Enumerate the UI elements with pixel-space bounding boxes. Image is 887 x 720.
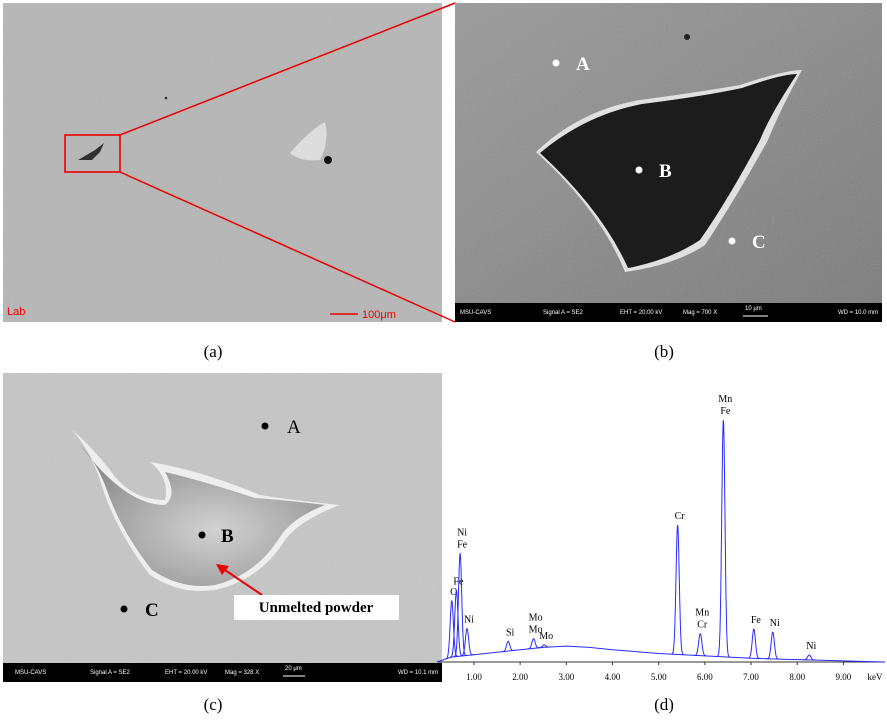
peak-label: Ni	[457, 528, 467, 539]
scale-label: 100μm	[362, 309, 396, 321]
peak-label: Cr	[675, 511, 686, 522]
info: Mag = 328 X	[225, 670, 259, 676]
panel-b: MSU-CAVS Signal A = SE2 EHT = 20.00 kV M…	[455, 3, 882, 361]
info-bar	[455, 303, 882, 322]
info-bar	[3, 663, 442, 682]
x-tick-label: 5.00	[651, 672, 667, 682]
particle	[684, 34, 690, 40]
peak-label: Mn	[695, 608, 709, 619]
peak-label: Fe	[751, 615, 762, 626]
panel-c: MSU-CAVS Signal A = SE2 EHT = 20.00 kV M…	[3, 373, 442, 714]
info: Mag = 700 X	[683, 310, 717, 316]
point-label: C	[145, 600, 159, 621]
info: 10 μm	[745, 306, 762, 312]
caption: (c)	[204, 695, 223, 714]
x-tick-label: 6.00	[697, 672, 713, 682]
caption: (d)	[654, 695, 674, 714]
x-tick-label: 4.00	[605, 672, 621, 682]
peak-label: Ni	[806, 641, 816, 652]
peak-label: Fe	[457, 540, 468, 551]
point	[262, 423, 269, 430]
point-label: C	[752, 232, 766, 253]
info: EHT = 20.00 kV	[620, 310, 662, 316]
corner-label: Lab	[7, 306, 25, 318]
peak-label: Ni	[464, 615, 474, 626]
figure: Lab 100μm (a) MSU-CAVS Signal A = SE2 EH…	[0, 0, 887, 720]
point-label: B	[221, 526, 234, 547]
particle	[165, 97, 168, 100]
point	[729, 238, 736, 245]
peak-label: Fe	[720, 406, 731, 417]
point-label: B	[659, 161, 672, 182]
spectrum-peak	[803, 655, 816, 660]
peak-label: Mo	[529, 613, 543, 624]
sem-image	[3, 3, 442, 322]
x-tick-label: 8.00	[789, 672, 805, 682]
peak-label: Cr	[697, 620, 708, 631]
x-tick-label: 3.00	[558, 672, 574, 682]
info: EHT = 20.00 kV	[165, 670, 207, 676]
peak-label: Mo	[539, 631, 553, 642]
x-unit: keV	[868, 672, 883, 682]
point	[636, 167, 643, 174]
info: WD = 10.1 mm	[398, 670, 438, 676]
point-label: A	[287, 417, 301, 438]
panel-d: keV (d) 1.00 2.00 3.00 4.00 5.00 6.00 7.00 8.00…	[437, 394, 885, 714]
annotation: Unmelted powder	[259, 600, 374, 616]
point-label: A	[576, 54, 590, 75]
x-tick-label: 7.00	[743, 672, 759, 682]
x-tick-label: 1.00	[466, 672, 482, 682]
x-tick-label: 2.00	[512, 672, 528, 682]
panel-a: Lab 100μm (a)	[3, 3, 442, 361]
info: Signal A = SE2	[543, 310, 584, 316]
spectrum-peak	[671, 525, 684, 655]
spectrum-peak	[717, 420, 730, 657]
point	[553, 60, 560, 67]
spectrum-peak	[747, 629, 760, 659]
peak-label: Ni	[770, 618, 780, 629]
spectrum-background	[437, 646, 885, 662]
peak-label: Mn	[718, 394, 732, 405]
info: WD = 10.0 mm	[838, 310, 878, 316]
info: 20 μm	[285, 666, 302, 672]
x-tick-label: 9.00	[836, 672, 852, 682]
spectrum-peak	[694, 634, 707, 656]
spectrum-peak	[766, 632, 779, 659]
info: MSU-CAVS	[460, 310, 491, 316]
spectrum-peak	[502, 641, 515, 651]
pore	[324, 156, 332, 164]
peak-label: Si	[506, 627, 515, 638]
caption: (b)	[654, 342, 674, 361]
caption: (a)	[204, 342, 223, 361]
info: Signal A = SE2	[90, 670, 131, 676]
point	[199, 532, 206, 539]
info: MSU-CAVS	[15, 670, 46, 676]
point	[121, 606, 128, 613]
